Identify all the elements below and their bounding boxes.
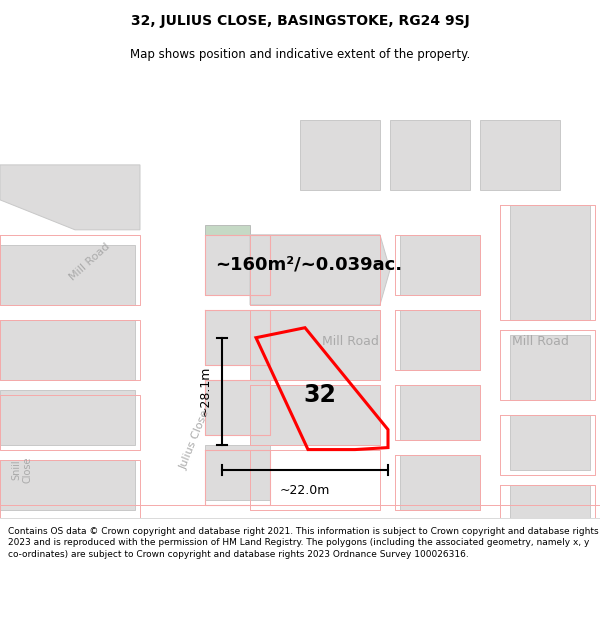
- Polygon shape: [510, 484, 590, 518]
- Text: 32: 32: [304, 382, 337, 407]
- Polygon shape: [250, 235, 390, 305]
- Text: Mill Road: Mill Road: [68, 241, 112, 282]
- Polygon shape: [205, 235, 270, 295]
- Text: ~22.0m: ~22.0m: [280, 484, 330, 496]
- Polygon shape: [400, 454, 480, 509]
- Text: Map shows position and indicative extent of the property.: Map shows position and indicative extent…: [130, 48, 470, 61]
- Text: Julius Close: Julius Close: [179, 408, 211, 471]
- Polygon shape: [0, 245, 135, 305]
- Text: ~28.1m: ~28.1m: [199, 366, 212, 416]
- Polygon shape: [0, 389, 135, 444]
- Text: Mill Road: Mill Road: [322, 335, 379, 348]
- Polygon shape: [0, 160, 205, 379]
- Polygon shape: [205, 379, 270, 434]
- Polygon shape: [0, 459, 135, 509]
- Polygon shape: [205, 310, 270, 364]
- Polygon shape: [205, 444, 270, 499]
- Polygon shape: [400, 310, 480, 369]
- Polygon shape: [205, 225, 250, 270]
- Polygon shape: [400, 235, 480, 295]
- Polygon shape: [175, 320, 205, 379]
- Text: Mill Road: Mill Road: [512, 335, 568, 348]
- Polygon shape: [175, 320, 600, 364]
- Text: Contains OS data © Crown copyright and database right 2021. This information is : Contains OS data © Crown copyright and d…: [8, 526, 599, 559]
- Polygon shape: [390, 120, 470, 190]
- Polygon shape: [0, 320, 135, 379]
- Polygon shape: [510, 414, 590, 469]
- Text: 32, JULIUS CLOSE, BASINGSTOKE, RG24 9SJ: 32, JULIUS CLOSE, BASINGSTOKE, RG24 9SJ: [131, 14, 469, 28]
- Text: ~160m²/~0.039ac.: ~160m²/~0.039ac.: [215, 256, 402, 274]
- Polygon shape: [250, 384, 380, 444]
- Polygon shape: [480, 120, 560, 190]
- Polygon shape: [155, 340, 230, 518]
- Polygon shape: [300, 120, 380, 190]
- Polygon shape: [400, 384, 480, 439]
- Polygon shape: [510, 205, 590, 320]
- Polygon shape: [510, 335, 590, 399]
- Polygon shape: [250, 310, 380, 379]
- Text: Sniil
Close: Sniil Close: [11, 456, 33, 482]
- Polygon shape: [0, 165, 140, 230]
